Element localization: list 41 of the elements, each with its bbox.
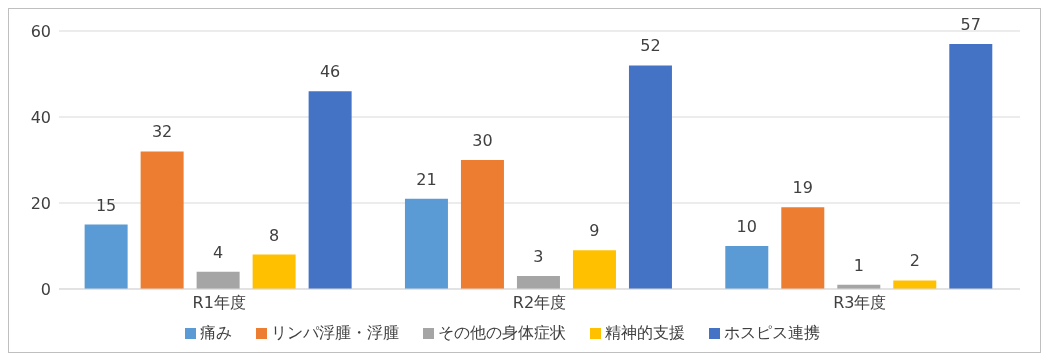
data-label: 4 [213,242,224,262]
data-label: 46 [319,62,341,82]
data-label: 9 [589,221,600,241]
data-label: 32 [151,122,173,142]
bar [196,271,240,289]
bar [628,65,672,289]
legend-label: その他の身体症状 [438,323,566,342]
data-label: 2 [909,251,920,271]
bar [516,276,560,289]
bar [404,198,448,289]
data-label: 15 [95,195,117,215]
data-label: 52 [640,36,661,56]
legend-label: ホスピス連携 [724,323,820,342]
data-label: 8 [269,225,280,245]
bar [252,254,296,289]
data-label: 1 [853,255,864,275]
bar [84,224,128,289]
y-tick-label: 0 [40,279,51,299]
x-tick-label: R3年度 [833,293,887,313]
y-tick-label: 60 [30,21,51,41]
legend-label: 痛み [200,323,232,342]
bar [893,280,937,289]
bar [572,250,616,289]
data-label: 21 [416,169,437,189]
legend-label: 精神的支援 [605,323,685,342]
x-tick-label: R1年度 [192,293,246,313]
data-label: 10 [736,217,757,236]
y-tick-label: 40 [30,107,51,127]
bar [781,207,825,289]
y-tick-label: 20 [30,193,51,213]
data-label: 57 [960,14,981,34]
bar [308,91,352,289]
bar [140,151,184,289]
data-label: 30 [472,131,493,150]
bar [949,43,993,289]
legend-label: リンパ浮腫・浮腫 [271,323,399,342]
data-label: 19 [792,178,813,198]
bar [725,246,769,289]
x-tick-label: R2年度 [512,293,567,313]
data-label: 3 [533,247,544,267]
bar [460,160,504,289]
